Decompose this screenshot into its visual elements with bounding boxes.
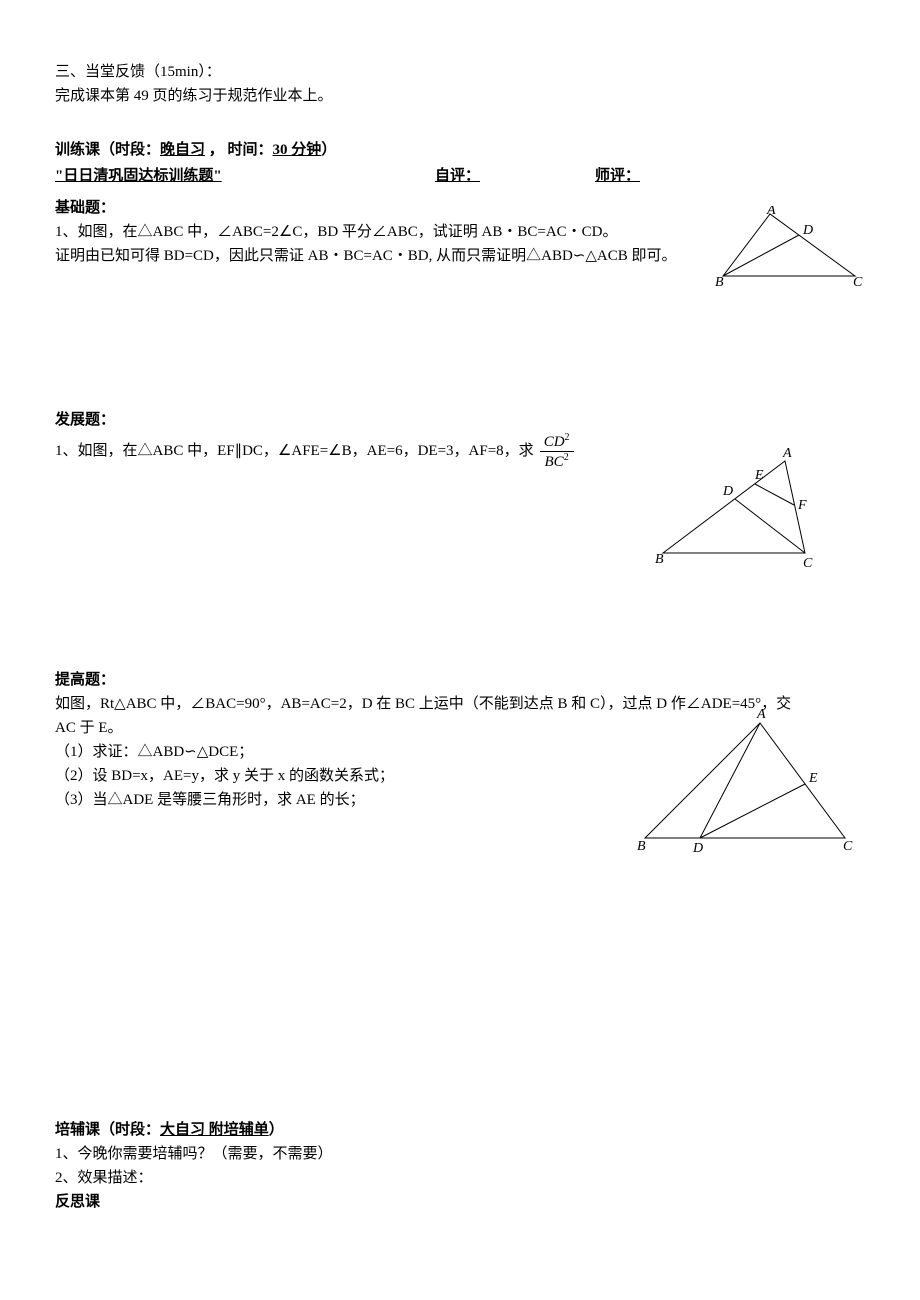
training-title: "日日清巩固达标训练题"	[55, 164, 435, 188]
svg-text:A: A	[756, 707, 766, 722]
training-header: 训练课（时段：晚自习 ， 时间：30 分钟） "日日清巩固达标训练题" 自评： …	[55, 138, 865, 188]
fansi-heading: 反思课	[55, 1190, 865, 1214]
training-line1: 训练课（时段：晚自习 ， 时间：30 分钟）	[55, 138, 865, 162]
section-3-body: 完成课本第 49 页的练习于规范作业本上。	[55, 84, 865, 108]
section-3-feedback: 三、当堂反馈（15min）： 完成课本第 49 页的练习于规范作业本上。	[55, 60, 865, 108]
svg-text:C: C	[803, 556, 813, 571]
svg-text:B: B	[655, 552, 664, 567]
svg-text:E: E	[754, 468, 764, 483]
svg-text:C: C	[853, 275, 863, 290]
jichu-q1-line2: 证明由已知可得 BD=CD，因此只需证 AB・BC=AC・BD, 从而只需证明△…	[55, 244, 755, 268]
jichu-diagram: A D B C	[715, 206, 865, 291]
fraction-cd2-bc2: CD2 BC2	[540, 432, 574, 470]
svg-text:B: B	[637, 839, 646, 854]
peifu-q2: 2、效果描述：	[55, 1166, 865, 1190]
peifu-q1: 1、今晚你需要培辅吗？（需要，不需要）	[55, 1142, 865, 1166]
fazhan-block: 发展题： 1、如图，在△ABC 中，EF∥DC，∠AFE=∠B，AE=6，DE=…	[55, 408, 865, 568]
tigao-diagram: A B C D E	[635, 698, 855, 866]
self-eval-label: 自评：	[435, 164, 595, 188]
triangle-abd-icon: A D B C	[715, 206, 865, 291]
svg-text:A: A	[766, 206, 776, 218]
teacher-eval-label: 师评：	[595, 164, 865, 188]
svg-text:D: D	[692, 841, 703, 856]
svg-text:E: E	[808, 771, 818, 786]
section-3-heading: 三、当堂反馈（15min）：	[55, 60, 865, 84]
triangle-ade-icon: A B C D E	[635, 698, 855, 858]
peifu-heading: 培辅课（时段：大自习 附培辅单）	[55, 1118, 865, 1142]
peifu-block: 培辅课（时段：大自习 附培辅单） 1、今晚你需要培辅吗？（需要，不需要） 2、效…	[55, 1118, 865, 1214]
jichu-q1-line1: 1、如图，在△ABC 中，∠ABC=2∠C，BD 平分∠ABC，试证明 AB・B…	[55, 220, 755, 244]
tigao-block: 提高题： 如图，Rt△ABC 中，∠BAC=90°，AB=AC=2，D 在 BC…	[55, 668, 865, 898]
fazhan-diagram: A B C D E F	[655, 443, 835, 581]
svg-text:A: A	[782, 446, 792, 461]
svg-text:D: D	[722, 484, 733, 499]
svg-text:B: B	[715, 275, 724, 290]
svg-text:F: F	[797, 498, 807, 513]
tigao-heading: 提高题：	[55, 668, 865, 692]
svg-text:C: C	[843, 839, 853, 854]
svg-text:D: D	[802, 223, 813, 238]
triangle-ef-dc-icon: A B C D E F	[655, 443, 835, 573]
fazhan-heading: 发展题：	[55, 408, 865, 432]
jichu-block: 基础题： 1、如图，在△ABC 中，∠ABC=2∠C，BD 平分∠ABC，试证明…	[55, 196, 865, 268]
training-evaluation-row: "日日清巩固达标训练题" 自评： 师评：	[55, 164, 865, 188]
